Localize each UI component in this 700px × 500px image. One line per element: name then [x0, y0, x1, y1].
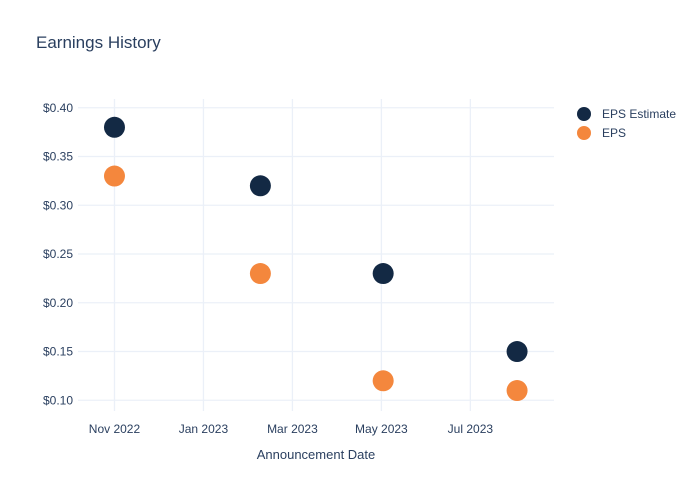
x-tick-label: Mar 2023 [267, 422, 318, 436]
legend-marker-eps-icon [577, 125, 591, 140]
data-point-eps[interactable] [372, 370, 394, 392]
data-point-eps[interactable] [103, 165, 125, 187]
y-tick-label: $0.10 [43, 393, 73, 407]
x-tick-label: Jan 2023 [179, 422, 229, 436]
y-tick-label: $0.25 [43, 247, 73, 261]
legend-item-eps-estimate[interactable]: EPS Estimate [577, 104, 676, 123]
legend-label-eps: EPS [602, 125, 627, 140]
data-point-eps[interactable] [506, 380, 528, 402]
data-point-eps[interactable] [249, 263, 271, 285]
legend-marker-eps-estimate-icon [577, 106, 591, 121]
data-point-eps-estimate[interactable] [506, 341, 528, 363]
x-tick-label: Jul 2023 [448, 422, 494, 436]
legend-item-eps[interactable]: EPS [577, 123, 676, 142]
legend-label-eps-estimate: EPS Estimate [602, 106, 677, 121]
y-tick-label: $0.30 [43, 198, 73, 212]
x-tick-label: Nov 2022 [89, 422, 141, 436]
data-point-eps-estimate[interactable] [372, 263, 394, 285]
y-tick-label: $0.35 [43, 150, 73, 164]
y-tick-label: $0.40 [43, 101, 73, 115]
x-tick-label: May 2023 [355, 422, 408, 436]
y-tick-label: $0.20 [43, 296, 73, 310]
data-point-eps-estimate[interactable] [103, 116, 125, 138]
legend: EPS Estimate EPS [577, 104, 676, 142]
chart-title: Earnings History [36, 33, 161, 52]
y-tick-label: $0.15 [43, 345, 73, 359]
x-axis-title: Announcement Date [256, 447, 376, 462]
data-point-eps-estimate[interactable] [249, 175, 271, 197]
